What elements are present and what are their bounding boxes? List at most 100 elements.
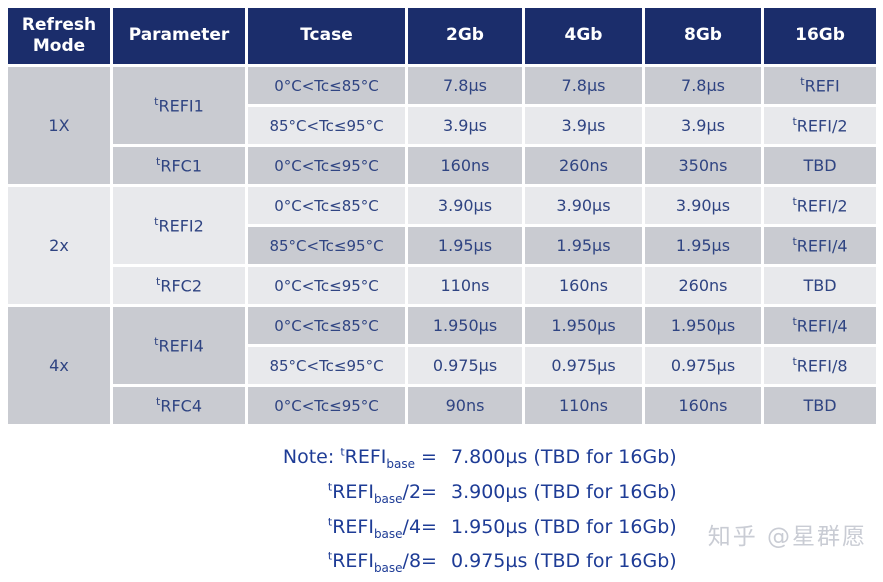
superscript-t: t: [340, 445, 345, 459]
value-cell-4gb: 110ns: [525, 387, 642, 424]
subscript-base: base: [373, 526, 403, 541]
table-row: tRFC2 0°C<Tc≤95°C 110ns 160ns 260ns TBD: [8, 267, 876, 304]
note-value: 1.950µs (TBD for 16Gb): [451, 515, 677, 538]
header-row: Refresh Mode Parameter Tcase 2Gb 4Gb 8Gb…: [8, 8, 876, 64]
value-cell-8gb: 260ns: [645, 267, 761, 304]
parameter-cell-trfc4: tRFC4: [113, 387, 245, 424]
header-2gb: 2Gb: [408, 8, 522, 64]
value-cell-8gb: 0.975µs: [645, 347, 761, 384]
value-cell-16gb: tREFI/4: [764, 307, 876, 344]
tcase-cell: 0°C<Tc≤95°C: [248, 387, 405, 424]
value-cell-2gb: 160ns: [408, 147, 522, 184]
refresh-mode-cell-2x: 2x: [8, 187, 110, 304]
tcase-cell: 0°C<Tc≤85°C: [248, 307, 405, 344]
superscript-t: t: [327, 515, 333, 529]
refresh-timing-table: Refresh Mode Parameter Tcase 2Gb 4Gb 8Gb…: [5, 5, 879, 427]
header-refresh-mode: Refresh Mode: [8, 8, 110, 64]
value-cell-2gb: 7.8µs: [408, 67, 522, 104]
tcase-cell: 85°C<Tc≤95°C: [248, 347, 405, 384]
subscript-base: base: [386, 456, 415, 471]
superscript-t: t: [156, 274, 161, 288]
superscript-t: t: [327, 550, 333, 564]
table-row: 1X tREFI1 0°C<Tc≤85°C 7.8µs 7.8µs 7.8µs …: [8, 67, 876, 184]
value-cell-16gb: tREFI/4: [764, 227, 876, 264]
table-row: 85°C<Tc≤95°C 0.975µs 0.975µs 0.975µs tRE…: [8, 347, 876, 384]
subscript-base: base: [373, 561, 403, 576]
value-cell-4gb: 1.95µs: [525, 227, 642, 264]
note-line: tREFIbase/2= 3.900µs (TBD for 16Gb): [208, 478, 677, 513]
superscript-t: t: [154, 94, 159, 108]
header-tcase: Tcase: [248, 8, 405, 64]
parameter-cell-trefi1: tREFI1: [113, 67, 245, 144]
tcase-cell: 0°C<Tc≤95°C: [248, 267, 405, 304]
value-cell-4gb: 160ns: [525, 267, 642, 304]
note-label: tREFIbase/2=: [327, 480, 443, 506]
header-16gb: 16Gb: [764, 8, 876, 64]
value-cell-8gb: 350ns: [645, 147, 761, 184]
superscript-t: t: [792, 194, 797, 208]
superscript-t: t: [792, 234, 797, 248]
value-cell-2gb: 1.95µs: [408, 227, 522, 264]
zhihu-watermark: 知乎 @星群愿: [707, 524, 867, 550]
value-cell-16gb: tREFI/2: [764, 107, 876, 144]
tcase-cell: 0°C<Tc≤85°C: [248, 187, 405, 224]
table-row: 4x tREFI4 0°C<Tc≤85°C 1.950µs 1.950µs 1.…: [8, 307, 876, 424]
superscript-t: t: [154, 214, 159, 228]
value-cell-2gb: 0.975µs: [408, 347, 522, 384]
value-cell-4gb: 260ns: [525, 147, 642, 184]
value-cell-16gb: TBD: [764, 147, 876, 184]
value-cell-4gb: 3.9µs: [525, 107, 642, 144]
superscript-t: t: [792, 114, 797, 128]
parameter-cell-trefi2: tREFI2: [113, 187, 245, 264]
tcase-cell: 85°C<Tc≤95°C: [248, 107, 405, 144]
value-cell-16gb: tREFI/2: [764, 187, 876, 224]
value-cell-4gb: 1.950µs: [525, 307, 642, 344]
note-label: tREFIbase/4=: [327, 515, 443, 541]
superscript-t: t: [792, 354, 797, 368]
value-cell-16gb: tREFI: [764, 67, 876, 104]
note-value: 7.800µs (TBD for 16Gb): [451, 446, 677, 468]
refresh-mode-cell-4x: 4x: [8, 307, 110, 424]
value-cell-2gb: 1.950µs: [408, 307, 522, 344]
value-cell-2gb: 3.9µs: [408, 107, 522, 144]
value-cell-8gb: 1.95µs: [645, 227, 761, 264]
superscript-t: t: [156, 154, 161, 168]
superscript-t: t: [154, 334, 159, 348]
note-line: tREFIbase/4= 1.950µs (TBD for 16Gb): [208, 513, 677, 548]
value-cell-2gb: 110ns: [408, 267, 522, 304]
note-label: Note: tREFIbase =: [282, 445, 443, 471]
value-cell-16gb: tREFI/8: [764, 347, 876, 384]
table-row: 2x tREFI2 0°C<Tc≤85°C 3.90µs 3.90µs 3.90…: [8, 187, 876, 304]
note-block: Note: tREFIbase = 7.800µs (TBD for 16Gb)…: [208, 443, 677, 582]
superscript-t: t: [792, 314, 797, 328]
parameter-cell-trfc2: tRFC2: [113, 267, 245, 304]
superscript-t: t: [800, 74, 805, 88]
value-cell-8gb: 7.8µs: [645, 67, 761, 104]
header-8gb: 8Gb: [645, 8, 761, 64]
table-row: 85°C<Tc≤95°C 3.9µs 3.9µs 3.9µs tREFI/2: [8, 107, 876, 144]
header-4gb: 4Gb: [525, 8, 642, 64]
value-cell-4gb: 3.90µs: [525, 187, 642, 224]
value-cell-2gb: 3.90µs: [408, 187, 522, 224]
value-cell-4gb: 0.975µs: [525, 347, 642, 384]
table-row: 85°C<Tc≤95°C 1.95µs 1.95µs 1.95µs tREFI/…: [8, 227, 876, 264]
subscript-base: base: [373, 491, 403, 506]
note-value: 3.900µs (TBD for 16Gb): [451, 480, 677, 503]
refresh-mode-cell-1x: 1X: [8, 67, 110, 184]
value-cell-8gb: 3.9µs: [645, 107, 761, 144]
value-cell-16gb: TBD: [764, 267, 876, 304]
header-parameter: Parameter: [113, 8, 245, 64]
tcase-cell: 0°C<Tc≤95°C: [248, 147, 405, 184]
value-cell-16gb: TBD: [764, 387, 876, 424]
parameter-cell-trefi4: tREFI4: [113, 307, 245, 384]
tcase-cell: 85°C<Tc≤95°C: [248, 227, 405, 264]
tcase-cell: 0°C<Tc≤85°C: [248, 67, 405, 104]
superscript-t: t: [156, 394, 161, 408]
superscript-t: t: [327, 480, 333, 494]
value-cell-8gb: 1.950µs: [645, 307, 761, 344]
value-cell-8gb: 3.90µs: [645, 187, 761, 224]
parameter-cell-trfc1: tRFC1: [113, 147, 245, 184]
value-cell-8gb: 160ns: [645, 387, 761, 424]
value-cell-2gb: 90ns: [408, 387, 522, 424]
table-row: tRFC4 0°C<Tc≤95°C 90ns 110ns 160ns TBD: [8, 387, 876, 424]
